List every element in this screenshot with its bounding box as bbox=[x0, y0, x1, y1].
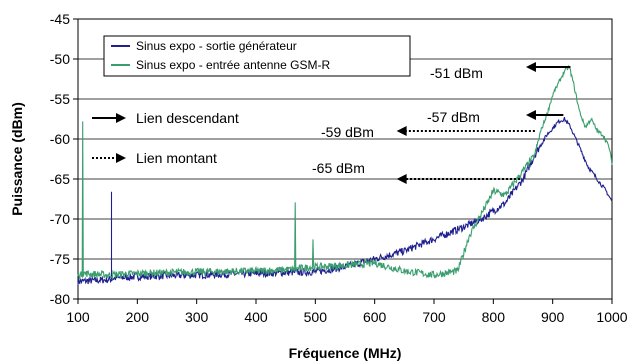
link-label-montant: Lien montant bbox=[136, 150, 217, 166]
x-tick-label-5: 600 bbox=[363, 309, 387, 325]
legend: Sinus expo - sortie générateur Sinus exp… bbox=[103, 35, 411, 77]
x-tick-label-1: 200 bbox=[126, 309, 150, 325]
annotation-arrowhead-5 bbox=[396, 174, 407, 184]
y-tick-labels: -45 -50 -55 -60 -65 -70 -75 -80 bbox=[50, 11, 78, 307]
annotation-59-label: -59 dBm bbox=[321, 124, 374, 140]
legend-label-0: Sinus expo - sortie générateur bbox=[136, 39, 297, 53]
y-tick-label-1: -50 bbox=[50, 51, 70, 67]
y-tick-label-5: -70 bbox=[50, 211, 70, 227]
y-tick-label-6: -75 bbox=[50, 251, 70, 267]
x-tick-label-3: 400 bbox=[244, 309, 268, 325]
link-label-descendant: Lien descendant bbox=[136, 110, 239, 126]
annotation-arrowhead-2 bbox=[525, 62, 536, 72]
series-line-1 bbox=[77, 64, 613, 281]
x-tick-label-0: 100 bbox=[66, 309, 90, 325]
x-tick-label-7: 800 bbox=[482, 309, 506, 325]
x-axis-label: Fréquence (MHz) bbox=[289, 345, 402, 361]
y-tick-label-0: -45 bbox=[50, 11, 70, 27]
x-tick-labels: 100 200 300 400 500 600 700 800 900 1000 bbox=[66, 299, 628, 325]
annotation-arrowhead-4 bbox=[396, 126, 407, 136]
y-tick-label-4: -65 bbox=[50, 171, 70, 187]
dotted-arrow-head bbox=[116, 153, 126, 163]
annotation-arrowhead-3 bbox=[525, 110, 536, 120]
solid-arrow-head bbox=[116, 113, 126, 123]
x-tick-label-2: 300 bbox=[185, 309, 209, 325]
series-line-0 bbox=[77, 116, 613, 286]
annotation-57-label: -57 dBm bbox=[427, 109, 480, 125]
y-tick-label-7: -80 bbox=[50, 291, 70, 307]
series-layer bbox=[77, 64, 613, 286]
x-tick-label-6: 700 bbox=[422, 309, 446, 325]
link-legend: Lien descendant Lien montant bbox=[92, 110, 239, 166]
y-axis-label: Puissance (dBm) bbox=[9, 102, 25, 216]
x-tick-label-9: 1000 bbox=[596, 309, 627, 325]
x-tick-label-4: 500 bbox=[304, 309, 328, 325]
legend-box bbox=[103, 35, 411, 77]
y-tick-label-3: -60 bbox=[50, 131, 70, 147]
x-tick-label-8: 900 bbox=[541, 309, 565, 325]
annotation-65-label: -65 dBm bbox=[312, 160, 365, 176]
legend-label-1: Sinus expo - entrée antenne GSM-R bbox=[136, 58, 330, 72]
value-annotations: -51 dBm -57 dBm -59 dBm -65 dBm bbox=[312, 62, 571, 184]
y-tick-label-2: -55 bbox=[50, 91, 70, 107]
annotation-51-label: -51 dBm bbox=[430, 65, 483, 81]
